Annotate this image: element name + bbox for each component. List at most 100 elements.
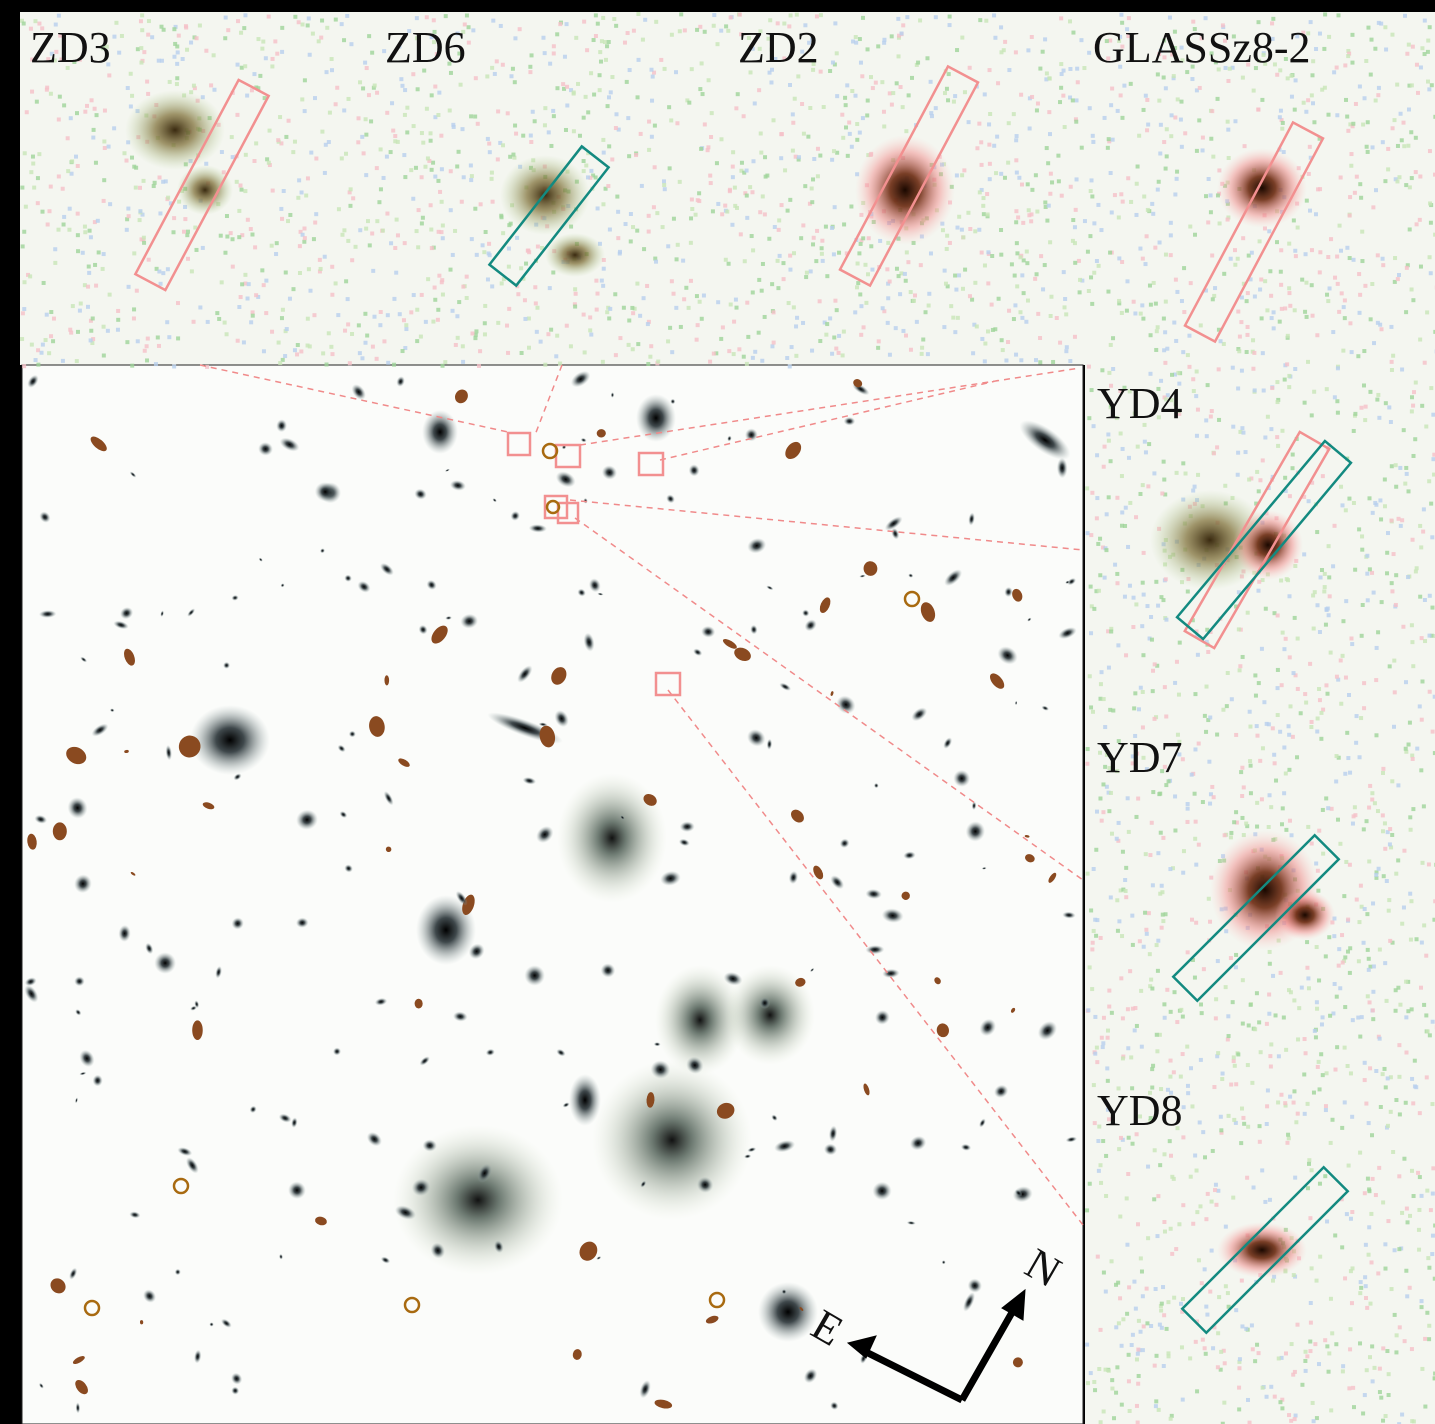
speck [877, 339, 881, 343]
speck [309, 289, 313, 293]
speck [1269, 294, 1273, 298]
speck [1136, 1222, 1140, 1226]
speck [1428, 201, 1432, 205]
speck [1287, 291, 1291, 295]
speck [1413, 1084, 1417, 1088]
speck [1276, 444, 1280, 448]
speck [1387, 1372, 1391, 1376]
speck [986, 281, 990, 285]
speck [36, 201, 40, 205]
speck [1237, 627, 1241, 631]
speck [1190, 773, 1194, 777]
speck [440, 200, 444, 204]
speck [1418, 338, 1422, 342]
speck [430, 168, 434, 172]
speck [1339, 702, 1343, 706]
speck [1372, 341, 1376, 345]
speck [700, 317, 704, 321]
speck [1126, 1172, 1130, 1176]
speck [820, 239, 824, 243]
speck [800, 102, 804, 106]
speck [1338, 842, 1342, 846]
speck [1381, 1346, 1385, 1350]
speck [1006, 340, 1010, 344]
speck [1241, 76, 1245, 80]
speck [772, 310, 776, 314]
speck [1340, 1245, 1344, 1249]
speck [1150, 202, 1154, 206]
speck [1092, 424, 1096, 428]
speck [1212, 1085, 1216, 1089]
speck [429, 228, 433, 232]
speck [547, 130, 551, 134]
speck [811, 242, 815, 246]
speck [1325, 387, 1329, 391]
speck [1278, 1400, 1282, 1404]
speck [1089, 533, 1093, 537]
speck [252, 72, 256, 76]
speck [1120, 311, 1124, 315]
speck [112, 35, 116, 39]
speck [531, 110, 535, 114]
speck [1161, 1285, 1165, 1289]
speck [412, 293, 416, 297]
speck [1230, 697, 1234, 701]
speck [1102, 697, 1106, 701]
speck [452, 125, 456, 129]
speck [674, 306, 678, 310]
speck [76, 330, 80, 334]
speck [981, 204, 985, 208]
speck [1317, 829, 1321, 833]
speck [317, 39, 321, 43]
speck [1195, 1389, 1199, 1393]
speck [1399, 112, 1403, 116]
speck [558, 22, 562, 26]
speck [1320, 88, 1324, 92]
speck [1315, 333, 1319, 337]
speck [448, 108, 452, 112]
speck [1402, 905, 1406, 909]
speck [865, 113, 869, 117]
speck [1360, 259, 1364, 263]
speck [1280, 683, 1284, 687]
speck [1061, 94, 1065, 98]
speck [1161, 919, 1165, 923]
speck [533, 285, 537, 289]
speck [1257, 489, 1261, 493]
speck [379, 310, 383, 314]
speck [1358, 1035, 1362, 1039]
speck [75, 359, 79, 363]
speck [943, 269, 947, 273]
speck [1141, 1348, 1145, 1352]
speck [831, 60, 835, 64]
speck [1144, 262, 1148, 266]
speck [192, 320, 196, 324]
speck [1383, 25, 1387, 29]
speck [1428, 594, 1432, 598]
speck [1304, 110, 1308, 114]
speck [1279, 248, 1283, 252]
speck [212, 53, 216, 57]
speck [1287, 374, 1291, 378]
speck [490, 66, 494, 70]
speck [787, 301, 791, 305]
speck [1164, 618, 1168, 622]
speck [702, 294, 706, 298]
speck [1086, 747, 1090, 751]
speck [1400, 1211, 1404, 1215]
speck [983, 359, 987, 363]
speck [1143, 440, 1147, 444]
speck [1121, 850, 1125, 854]
speck [1423, 361, 1427, 365]
speck [1386, 1219, 1390, 1223]
speck [1194, 863, 1198, 867]
speck [866, 272, 870, 276]
speck [1193, 837, 1197, 841]
speck [1389, 519, 1393, 523]
speck [1318, 1182, 1322, 1186]
speck [1233, 1064, 1237, 1068]
speck [1183, 131, 1187, 135]
speck [1127, 1379, 1131, 1383]
speck [1209, 193, 1213, 197]
speck [1136, 1421, 1140, 1424]
